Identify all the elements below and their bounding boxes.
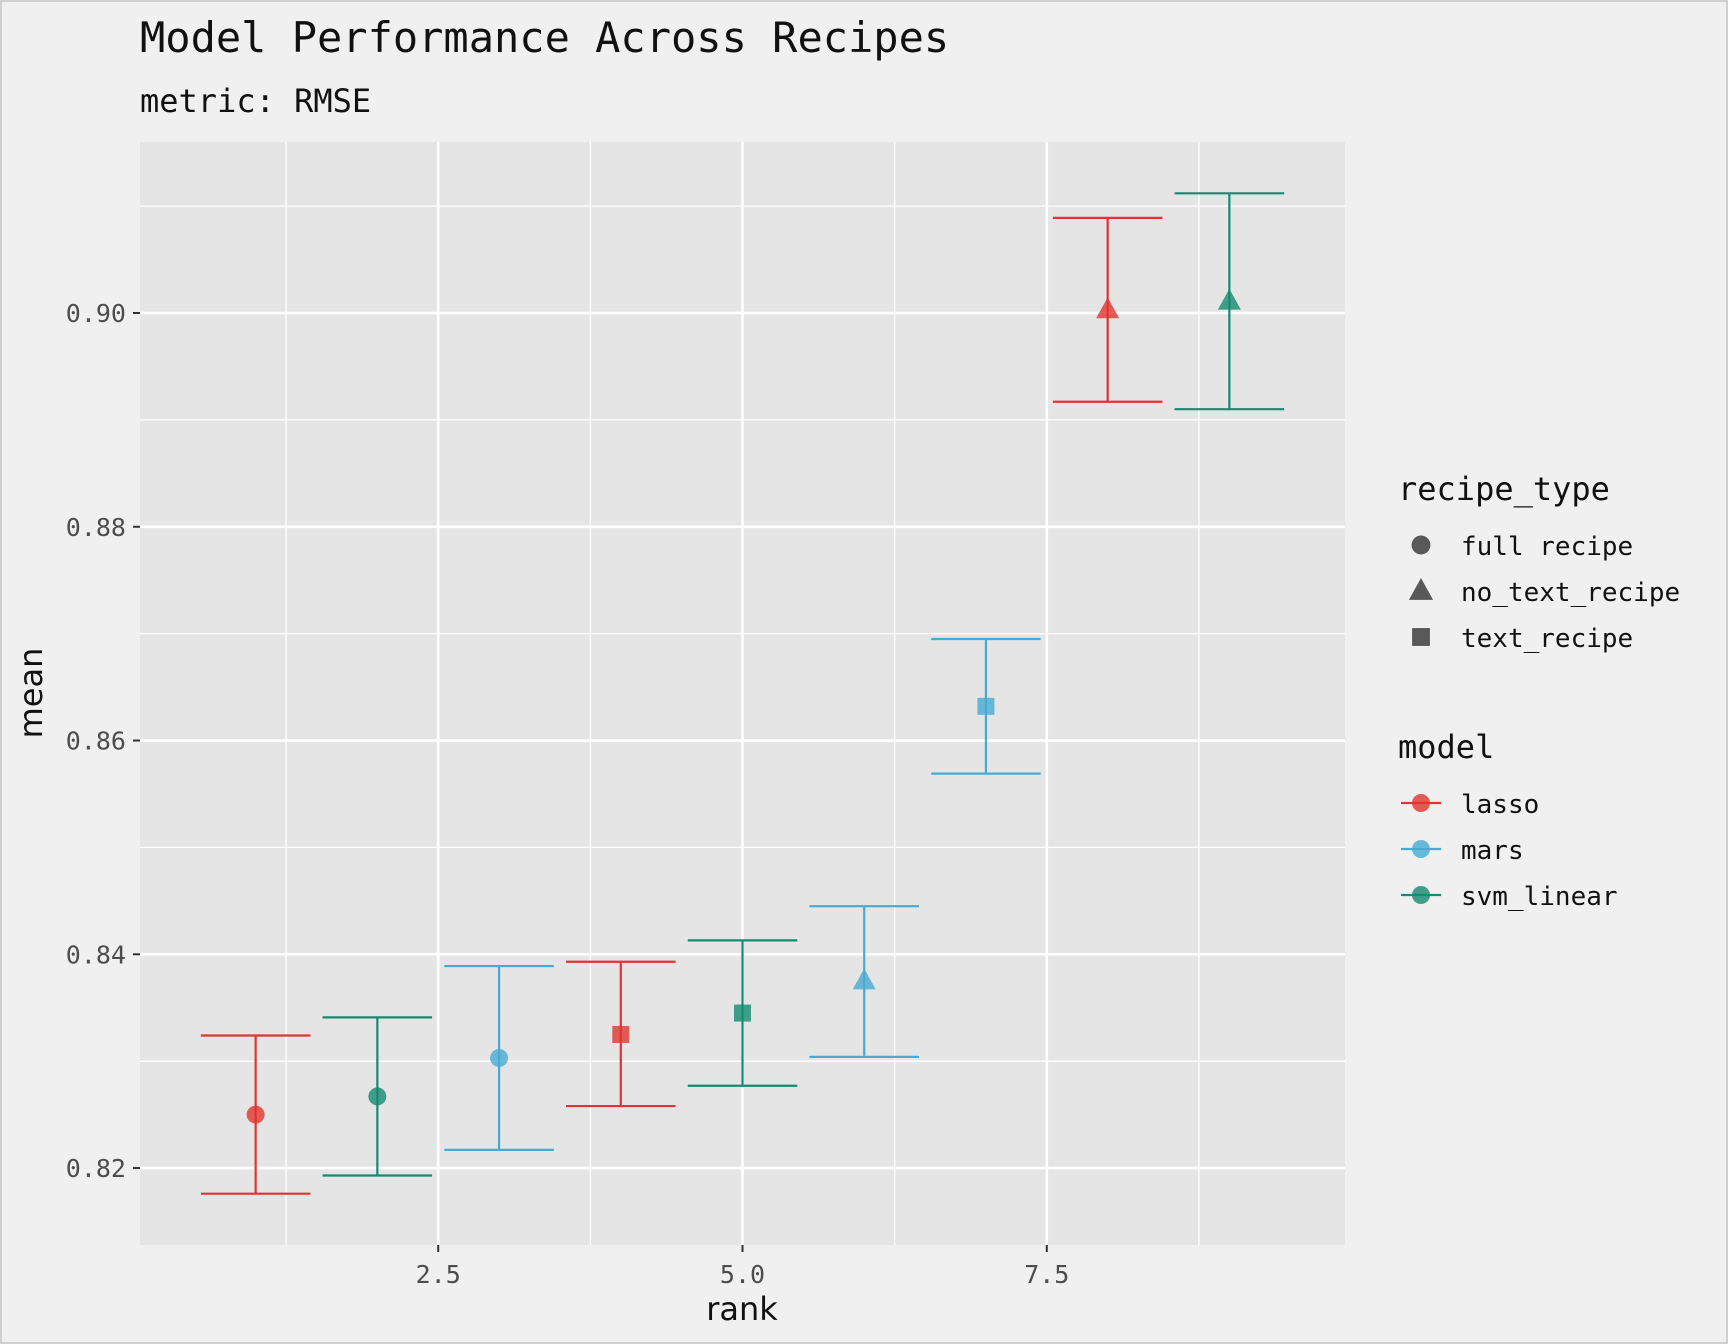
errorbar-group-rank-6: [809, 905, 919, 1058]
data-point: [1096, 297, 1120, 319]
data-point: [612, 1025, 630, 1043]
chart-title: Model Performance Across Recipes: [140, 13, 949, 62]
x-tick-label: 2.5: [416, 1260, 461, 1289]
chart-subtitle: metric: RMSE: [140, 82, 371, 120]
legend-key-point: [1412, 886, 1430, 904]
errorbar-group-rank-7: [931, 637, 1041, 775]
legend-key-square: [1412, 628, 1430, 646]
data-point: [852, 968, 876, 990]
y-tick-label: 0.86: [66, 727, 126, 756]
data-point: [246, 1105, 265, 1124]
axes: 2.5 5.0 7.5 0.82 0.84 0.86 0.88 0.90: [66, 299, 1070, 1289]
grid-lines: [140, 142, 1345, 1245]
legend-key-triangle: [1408, 577, 1434, 600]
data-point: [977, 697, 995, 715]
data-marks: [200, 192, 1285, 1195]
legend-model: model lasso mars svm_linear: [1398, 728, 1618, 912]
x-tick-label: 7.5: [1024, 1260, 1069, 1289]
errorbar-group-rank-3: [444, 964, 554, 1151]
legend-label: text_recipe: [1461, 624, 1633, 654]
x-axis-title: rank: [706, 1290, 778, 1328]
legend-label: lasso: [1461, 790, 1539, 820]
legend-label: svm_linear: [1461, 882, 1618, 912]
errorbar-group-rank-9: [1174, 192, 1285, 411]
errorbar-group-rank-4: [566, 960, 676, 1108]
data-point: [490, 1048, 509, 1067]
data-point: [1217, 288, 1241, 310]
data-point: [734, 1004, 751, 1022]
x-tick-label: 5.0: [720, 1260, 765, 1289]
legend-label: no_text_recipe: [1461, 578, 1680, 608]
data-point: [368, 1087, 387, 1106]
errorbar-group-rank-8: [1052, 216, 1163, 403]
legend-title: recipe_type: [1398, 470, 1610, 508]
legend-label: full recipe: [1461, 532, 1633, 562]
legend-key-circle: [1411, 535, 1431, 555]
legend-key-point: [1412, 840, 1430, 858]
legend-label: mars: [1461, 836, 1524, 866]
errorbar-group-rank-2: [322, 1016, 433, 1177]
y-axis-title: mean: [12, 648, 50, 739]
y-tick-label: 0.82: [66, 1154, 126, 1183]
errorbar-group-rank-1: [200, 1034, 311, 1195]
legend-title: model: [1398, 728, 1494, 766]
y-tick-label: 0.90: [66, 299, 126, 328]
legend-key-point: [1412, 794, 1430, 812]
y-tick-label: 0.88: [66, 513, 126, 542]
y-tick-label: 0.84: [66, 940, 126, 969]
errorbar-group-rank-5: [687, 939, 798, 1087]
